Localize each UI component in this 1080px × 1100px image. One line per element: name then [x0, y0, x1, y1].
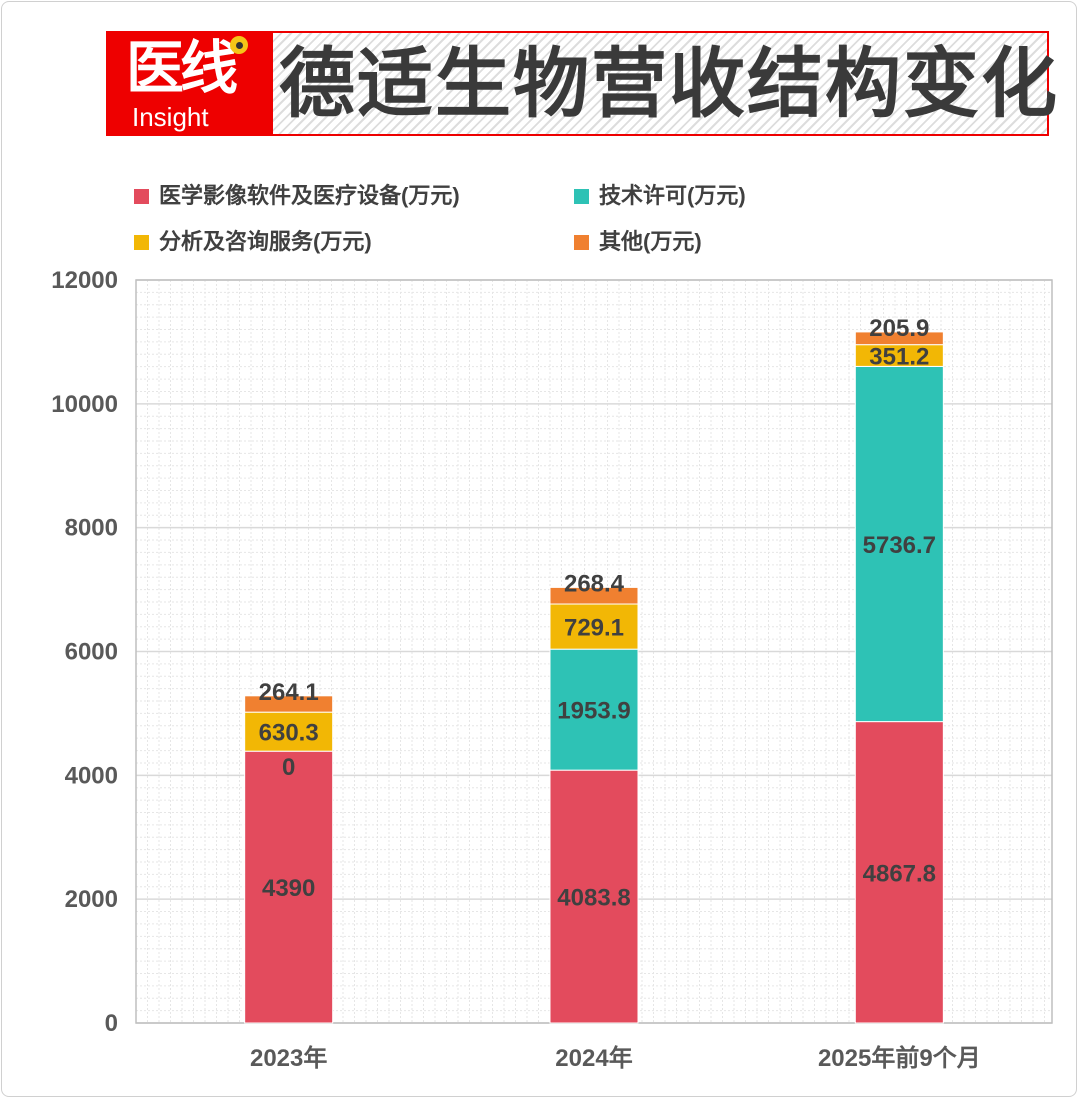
y-tick-label: 6000 [65, 639, 118, 666]
logo-text: 医线 [126, 34, 238, 102]
x-tick-label: 2025年前9个月 [818, 1044, 981, 1072]
x-tick-label: 2024年 [555, 1044, 632, 1072]
bar-segment [854, 365, 944, 723]
title-banner: 德适生物营收结构变化 [271, 31, 1057, 136]
data-label: 4083.8 [557, 885, 630, 912]
data-label: 351.2 [869, 344, 929, 371]
data-label: 4390 [262, 875, 315, 902]
bar-segment [244, 750, 334, 1024]
logo-subtext: Insight [132, 102, 209, 132]
legend-swatch [574, 234, 589, 250]
bar-segment [549, 603, 639, 650]
bar-segment [244, 711, 334, 752]
legend-label: 医学影像软件及医疗设备(万元) [159, 183, 460, 208]
bar-segment [854, 721, 944, 1024]
bar-segment [244, 695, 334, 713]
data-label: 268.4 [564, 570, 625, 597]
legend-label: 技术许可(万元) [599, 183, 746, 208]
legend-label: 其他(万元) [599, 229, 702, 254]
legend-item-imaging: 医学影像软件及医疗设备(万元) [134, 183, 460, 209]
data-label: 1953.9 [557, 698, 630, 725]
chart-title: 德适生物营收结构变化 [279, 39, 1059, 128]
legend-swatch [134, 234, 149, 250]
legend-swatch [574, 188, 589, 204]
data-label: 205.9 [869, 315, 929, 342]
legend-swatch [134, 188, 149, 204]
legend-label: 分析及咨询服务(万元) [159, 229, 372, 254]
bar-segment [854, 331, 944, 346]
data-label: 4867.8 [863, 860, 936, 887]
y-tick-label: 8000 [65, 515, 118, 542]
data-label: 0 [282, 754, 295, 781]
y-tick-label: 2000 [65, 886, 118, 913]
y-tick-label: 12000 [51, 267, 118, 294]
legend-item-consulting: 分析及咨询服务(万元) [134, 229, 372, 255]
logo: 医线 Insight [106, 31, 272, 136]
legend-item-licensing: 技术许可(万元) [574, 183, 746, 209]
bar-segment [549, 648, 639, 771]
legend-item-other: 其他(万元) [574, 229, 702, 255]
y-tick-label: 4000 [65, 762, 118, 789]
logo-eye-icon [230, 36, 248, 54]
bar-segment [549, 769, 639, 1024]
bar-segment [549, 586, 639, 605]
x-tick-label: 2023年 [250, 1044, 327, 1072]
y-tick-label: 0 [105, 1010, 118, 1037]
data-label: 729.1 [564, 615, 624, 642]
data-label: 5736.7 [863, 532, 936, 559]
y-tick-label: 10000 [51, 391, 118, 418]
data-label: 264.1 [259, 679, 319, 706]
data-label: 630.3 [259, 720, 319, 747]
